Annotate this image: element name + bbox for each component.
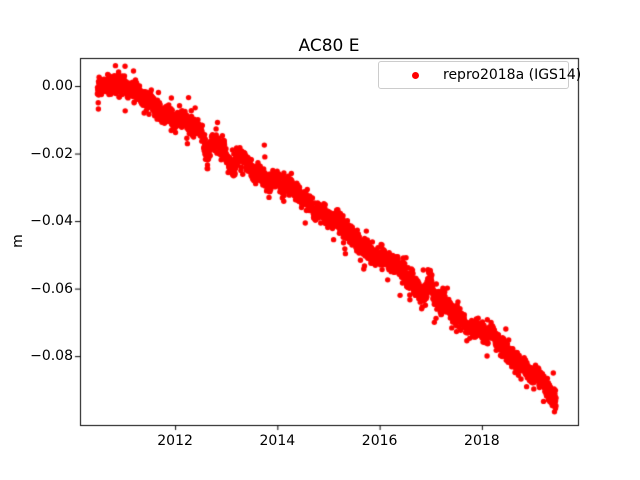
legend: repro2018a (IGS14) [378,61,581,89]
y-tick-label: −0.06 [30,280,73,297]
y-tick-label: −0.04 [30,213,73,230]
x-tick-label: 2016 [361,433,398,449]
chart-title: AC80 E [298,36,360,56]
legend-label: repro2018a (IGS14) [443,67,582,83]
legend-marker-dot [412,71,419,79]
x-tick-label: 2018 [464,433,500,449]
x-tick-label: 2014 [259,433,296,449]
x-tick-label: 2012 [157,433,193,449]
y-tick-label: −0.02 [30,145,73,162]
y-tick-label: 0.00 [41,78,73,95]
y-axis-label: m [10,234,26,248]
y-tick-label: −0.08 [30,348,73,365]
